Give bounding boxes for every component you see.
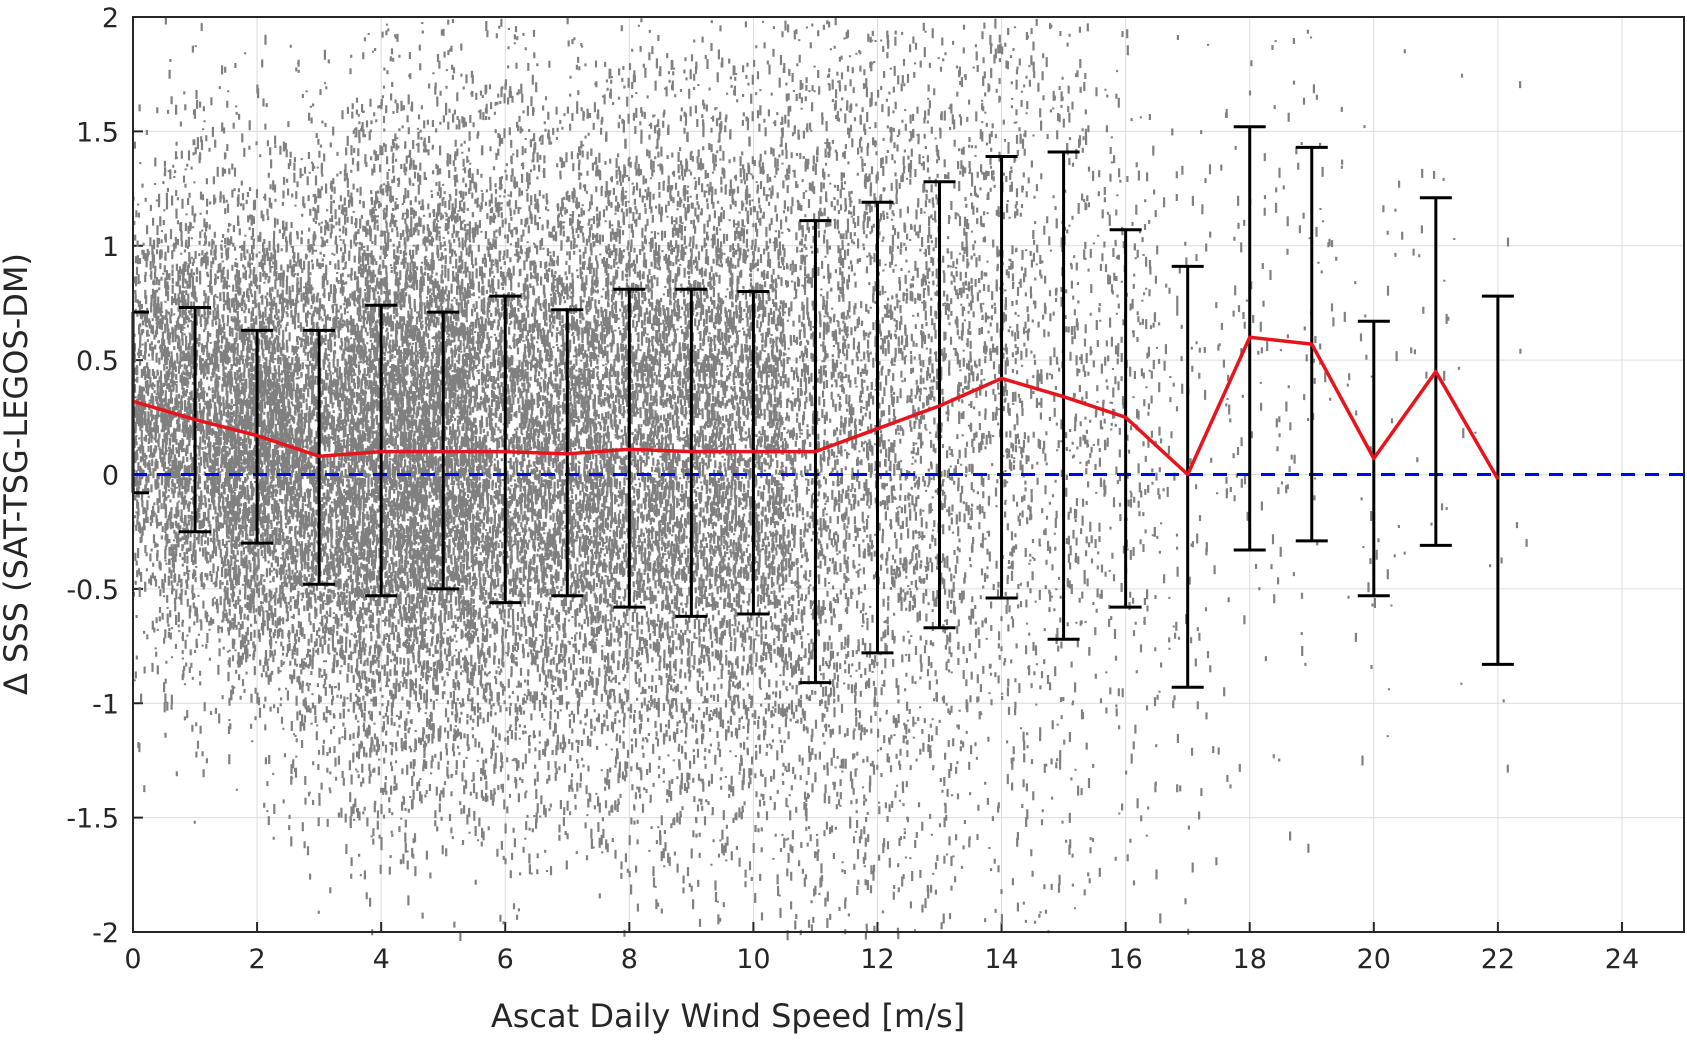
x-tick-label: 24 xyxy=(1605,944,1639,975)
y-tick-label: -1.5 xyxy=(66,804,119,835)
y-axis-label: Δ SSS (SAT-TSG-LEGOS-DM) xyxy=(0,253,35,695)
x-tick-labels: 0 2 4 6 8 10 12 14 16 18 20 22 24 xyxy=(124,944,1639,975)
y-tick-label: -1 xyxy=(92,689,119,720)
x-tick-label: 2 xyxy=(248,944,265,975)
x-tick-label: 14 xyxy=(984,944,1018,975)
plot-frame xyxy=(132,16,1685,933)
x-tick-label: 16 xyxy=(1108,944,1142,975)
mean-line-path xyxy=(132,335,1500,480)
x-tick-label: 12 xyxy=(860,944,894,975)
y-tick-label: -2 xyxy=(92,918,119,949)
y-tick-label: -0.5 xyxy=(66,575,119,606)
y-tick-label: 0 xyxy=(102,461,119,492)
x-tick-label: 4 xyxy=(373,944,390,975)
x-tick-label: 10 xyxy=(736,944,770,975)
x-tick-label: 0 xyxy=(124,944,141,975)
y-tick-label: 0.5 xyxy=(76,346,119,377)
error-bar xyxy=(1171,264,1204,689)
x-tick-label: 20 xyxy=(1357,944,1391,975)
x-axis-label: Ascat Daily Wind Speed [m/s] xyxy=(491,997,965,1035)
x-tick-label: 22 xyxy=(1481,944,1515,975)
y-tick-labels: -2 -1.5 -1 -0.5 0 0.5 1 1.5 2 xyxy=(66,3,119,949)
y-tick-label: 1 xyxy=(102,232,119,263)
y-tick-label: 2 xyxy=(102,3,119,34)
error-bar xyxy=(1481,294,1514,666)
x-tick-label: 8 xyxy=(621,944,638,975)
scatter-cloud xyxy=(131,17,1528,941)
x-tick-label: 6 xyxy=(497,944,514,975)
scatter-points xyxy=(131,17,1528,941)
mean-line xyxy=(132,335,1500,480)
y-tick-label: 1.5 xyxy=(76,117,119,148)
x-tick-label: 18 xyxy=(1233,944,1267,975)
error-bar xyxy=(489,294,522,605)
